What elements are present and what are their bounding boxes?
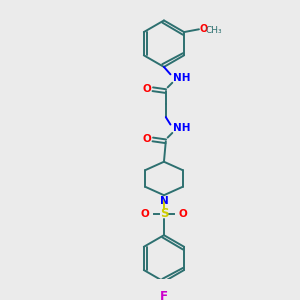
Text: N: N	[160, 196, 168, 206]
Text: O: O	[143, 134, 152, 144]
Text: O: O	[141, 209, 150, 219]
Text: O: O	[143, 84, 152, 94]
Text: NH: NH	[173, 73, 191, 83]
Text: S: S	[160, 207, 168, 220]
Text: O: O	[178, 209, 187, 219]
Text: O: O	[200, 24, 208, 34]
Text: F: F	[160, 290, 168, 300]
Text: NH: NH	[173, 123, 191, 133]
Text: CH₃: CH₃	[206, 26, 222, 35]
